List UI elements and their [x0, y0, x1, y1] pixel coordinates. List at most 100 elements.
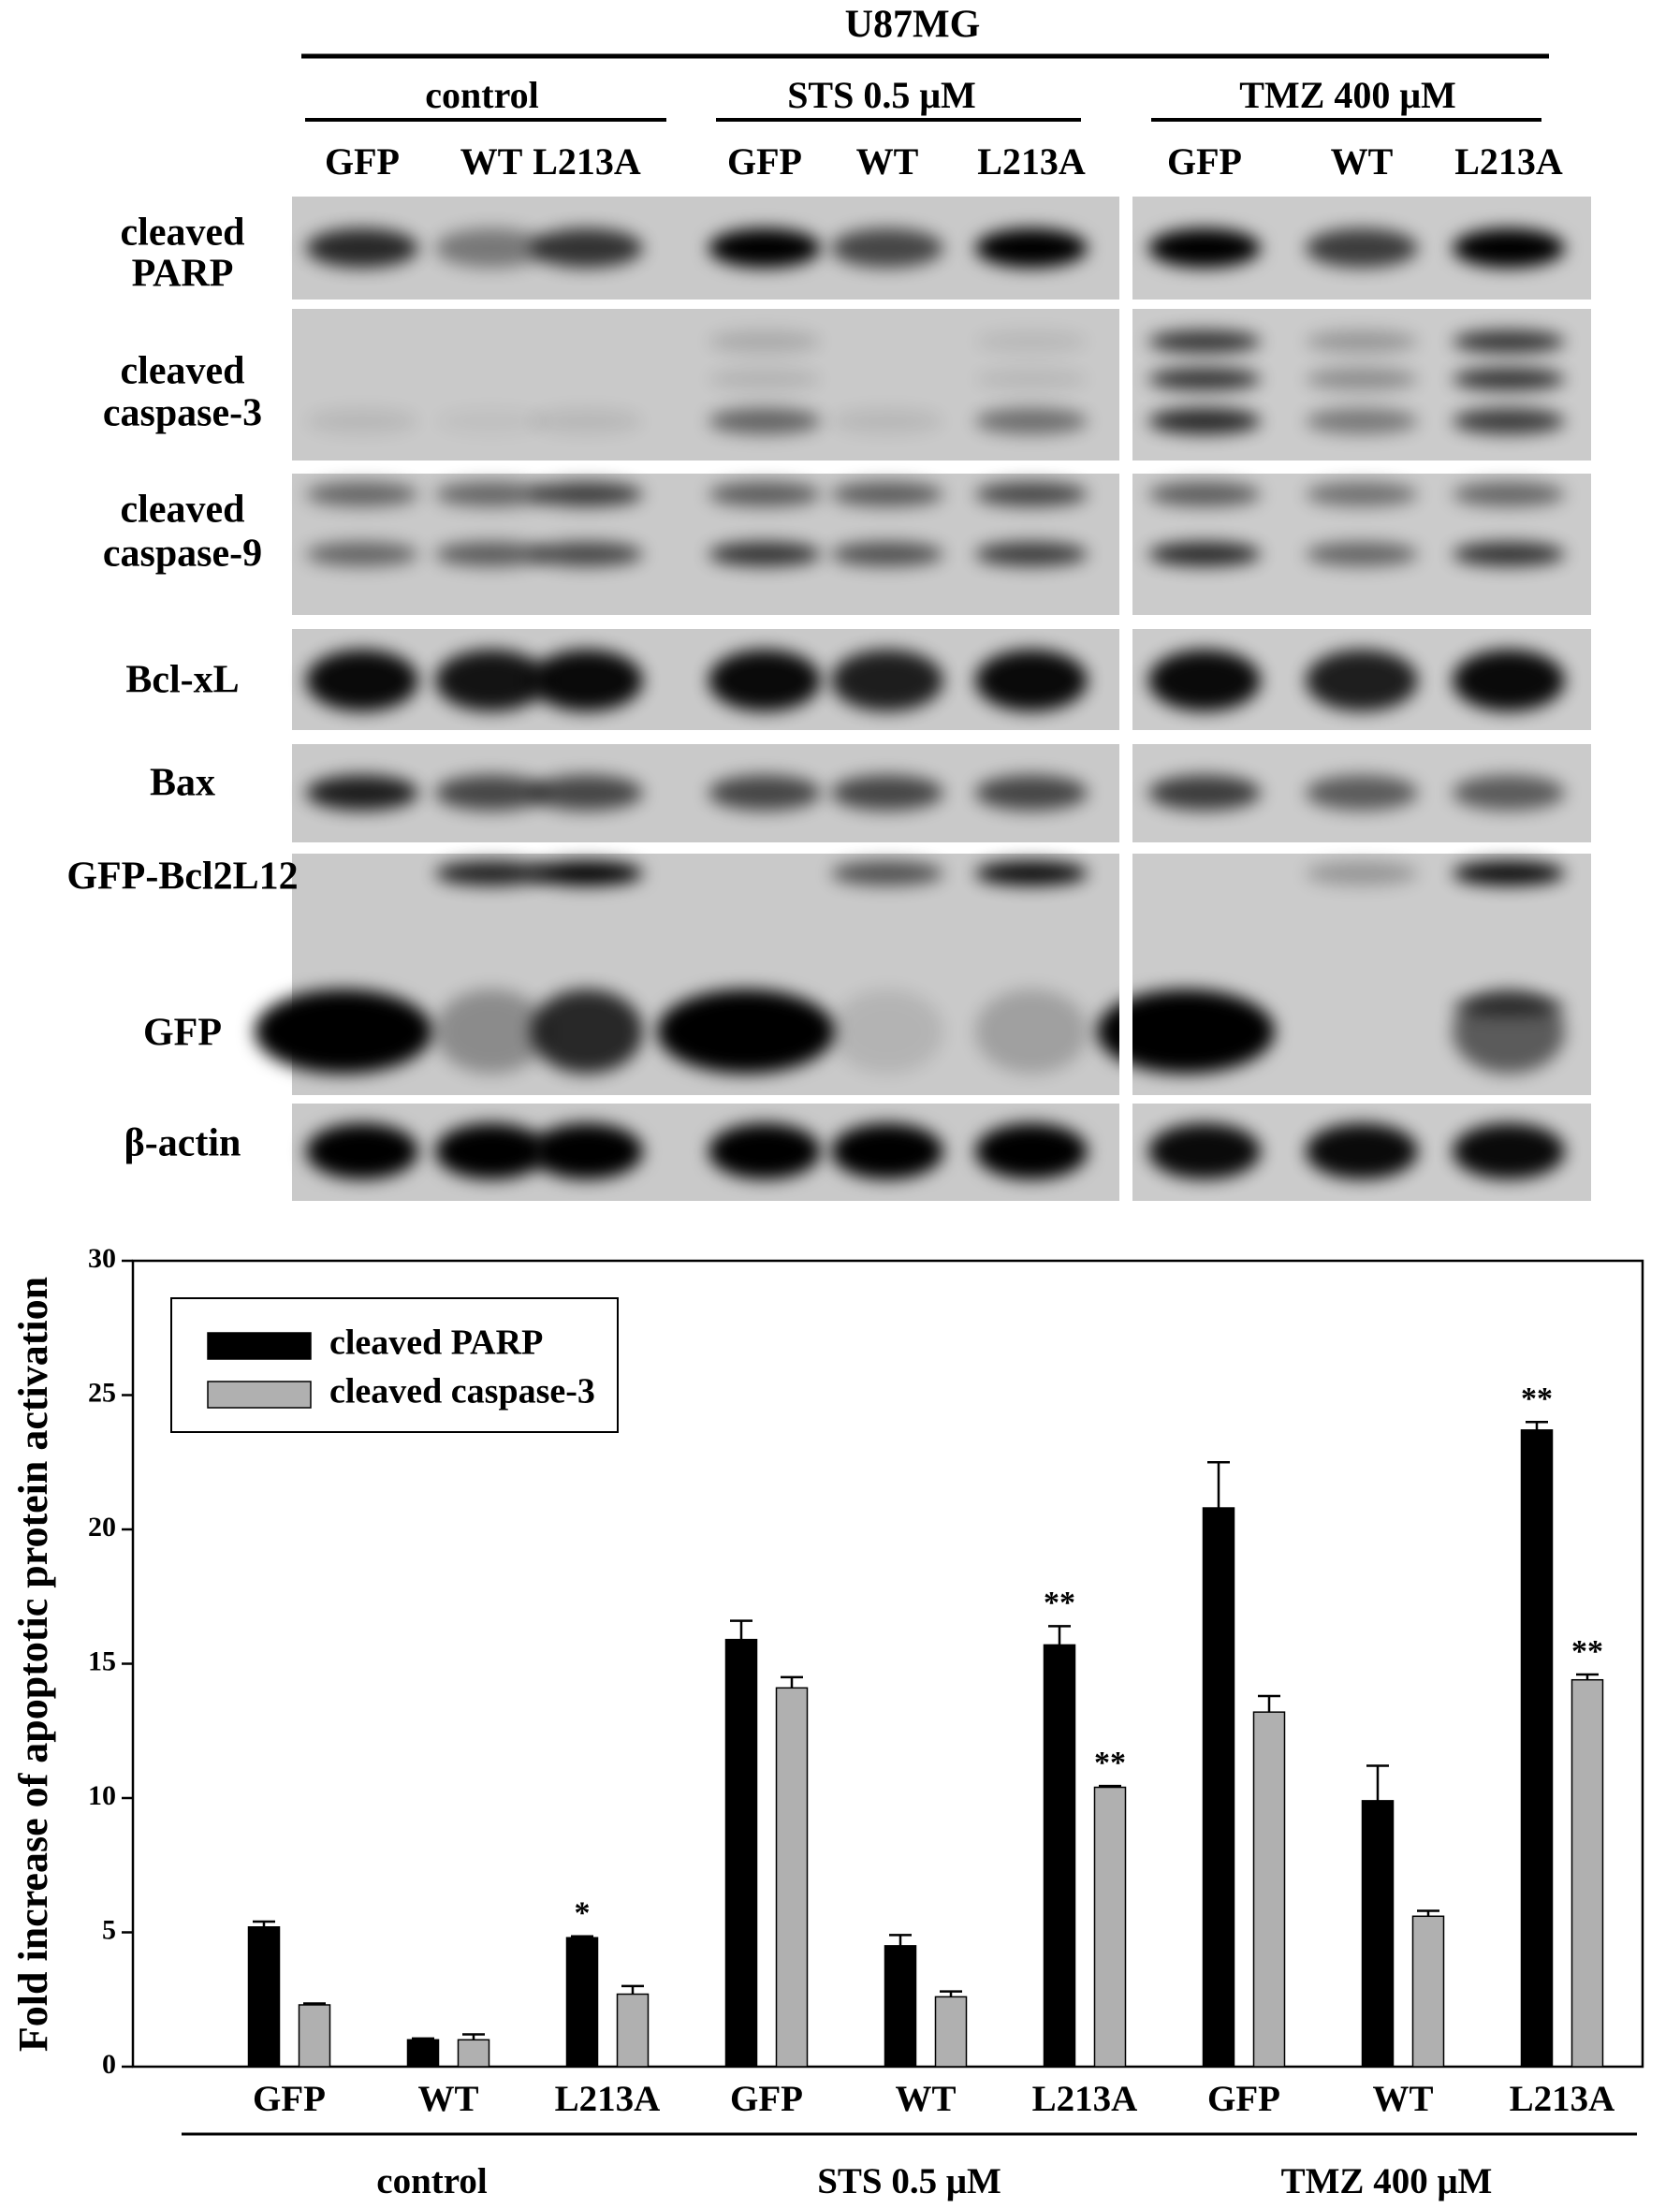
blot-band	[1453, 228, 1565, 268]
error-bar	[1417, 1909, 1439, 1917]
group-label: control	[376, 2161, 488, 2201]
error-bar	[1576, 1673, 1599, 1680]
blot-band	[709, 542, 821, 566]
blot-band	[1453, 368, 1565, 390]
blot-band	[709, 775, 821, 811]
blot-band	[531, 542, 643, 566]
legend-swatch	[207, 1381, 312, 1409]
row-label: β-actin	[124, 1122, 241, 1165]
bar	[616, 1993, 650, 2068]
error-bar	[1048, 1625, 1071, 1645]
x-tick-label: GFP	[1207, 2079, 1280, 2119]
blot-band	[435, 228, 548, 268]
blot-band	[255, 989, 432, 1074]
legend-box	[170, 1297, 619, 1433]
error-bar	[1099, 1784, 1121, 1788]
blot-band	[435, 482, 548, 506]
blot-band	[531, 775, 643, 811]
blot-band	[975, 1123, 1088, 1179]
bar	[406, 2039, 440, 2068]
bar	[298, 2004, 331, 2068]
blot-band	[435, 650, 548, 711]
error-bar	[889, 1934, 912, 1946]
lane-label: GFP	[727, 140, 802, 183]
x-tick-label: WT	[1372, 2079, 1433, 2119]
blot-band	[1306, 408, 1418, 434]
row-label: PARP	[132, 253, 234, 296]
y-tick-label: 25	[88, 1377, 116, 1408]
lane-label: L213A	[1454, 140, 1563, 183]
error-bar	[940, 1990, 962, 1997]
bar	[1520, 1429, 1554, 2068]
significance: *	[575, 1896, 591, 1931]
blot-band	[1148, 408, 1261, 434]
error-bar	[730, 1619, 752, 1640]
blot-band	[1148, 330, 1261, 353]
blot-band	[1453, 775, 1565, 811]
blot-band	[831, 989, 943, 1074]
blot-band	[1453, 650, 1565, 711]
blot-band	[435, 989, 548, 1074]
error-bar	[1258, 1694, 1280, 1713]
blot-band	[531, 650, 643, 711]
group-label: control	[425, 74, 538, 116]
row-label: Bcl-xL	[125, 659, 239, 702]
blot-band	[831, 650, 943, 711]
group-label: TMZ 400 μM	[1281, 2161, 1493, 2201]
blot-band	[975, 650, 1088, 711]
blot-band	[1097, 989, 1275, 1074]
blot-band	[1306, 542, 1418, 566]
legend-swatch	[207, 1332, 312, 1360]
blot-band	[1306, 775, 1418, 811]
blot-band	[709, 1123, 821, 1179]
bar	[1411, 1915, 1445, 2068]
x-tick-label: L213A	[1510, 2079, 1615, 2119]
blot-band	[709, 482, 821, 506]
lane-label: L213A	[977, 140, 1086, 183]
blot-band	[1148, 542, 1261, 566]
row-label: caspase-9	[103, 533, 262, 576]
error-bar	[621, 1984, 644, 1995]
blot-band	[531, 1123, 643, 1179]
blot-band	[1453, 861, 1565, 885]
blot-band	[831, 775, 943, 811]
significance: **	[1044, 1586, 1075, 1620]
error-bar	[303, 2002, 326, 2005]
blot-band	[709, 408, 821, 434]
bar	[1361, 1800, 1395, 2068]
blot-band	[1148, 650, 1261, 711]
blot-band	[1148, 228, 1261, 268]
error-bar	[462, 2033, 485, 2040]
lane-label: L213A	[533, 140, 641, 183]
y-tick-label: 5	[102, 1914, 116, 1945]
row-label: cleaved	[121, 489, 245, 532]
lane-label: GFP	[325, 140, 400, 183]
blot-band	[831, 228, 943, 268]
error-bar	[781, 1675, 803, 1689]
blot-band	[531, 861, 643, 885]
lane-label: GFP	[1167, 140, 1242, 183]
blot-band	[435, 775, 548, 811]
x-tick-label: L213A	[555, 2079, 661, 2119]
significance: **	[1521, 1382, 1553, 1416]
y-axis-label: Fold increase of apoptotic protein activ…	[10, 1277, 56, 2052]
blot-band	[1306, 228, 1418, 268]
blot-band	[1148, 1123, 1261, 1179]
blot-band	[975, 482, 1088, 506]
bar	[934, 1996, 968, 2068]
panel-divider	[1119, 192, 1132, 1205]
group-label: STS 0.5 μM	[787, 74, 976, 116]
blot-band	[306, 1123, 418, 1179]
blot-band	[1306, 650, 1418, 711]
blot-band	[531, 408, 643, 434]
bar	[1252, 1711, 1286, 2068]
legend-label: cleaved PARP	[329, 1323, 543, 1363]
blot-band	[709, 228, 821, 268]
blot-band	[831, 542, 943, 566]
x-tick-label: WT	[417, 2079, 478, 2119]
blot-band	[975, 368, 1088, 390]
blot-band	[975, 330, 1088, 353]
error-bar	[253, 1920, 275, 1927]
lane-label: WT	[460, 140, 523, 183]
